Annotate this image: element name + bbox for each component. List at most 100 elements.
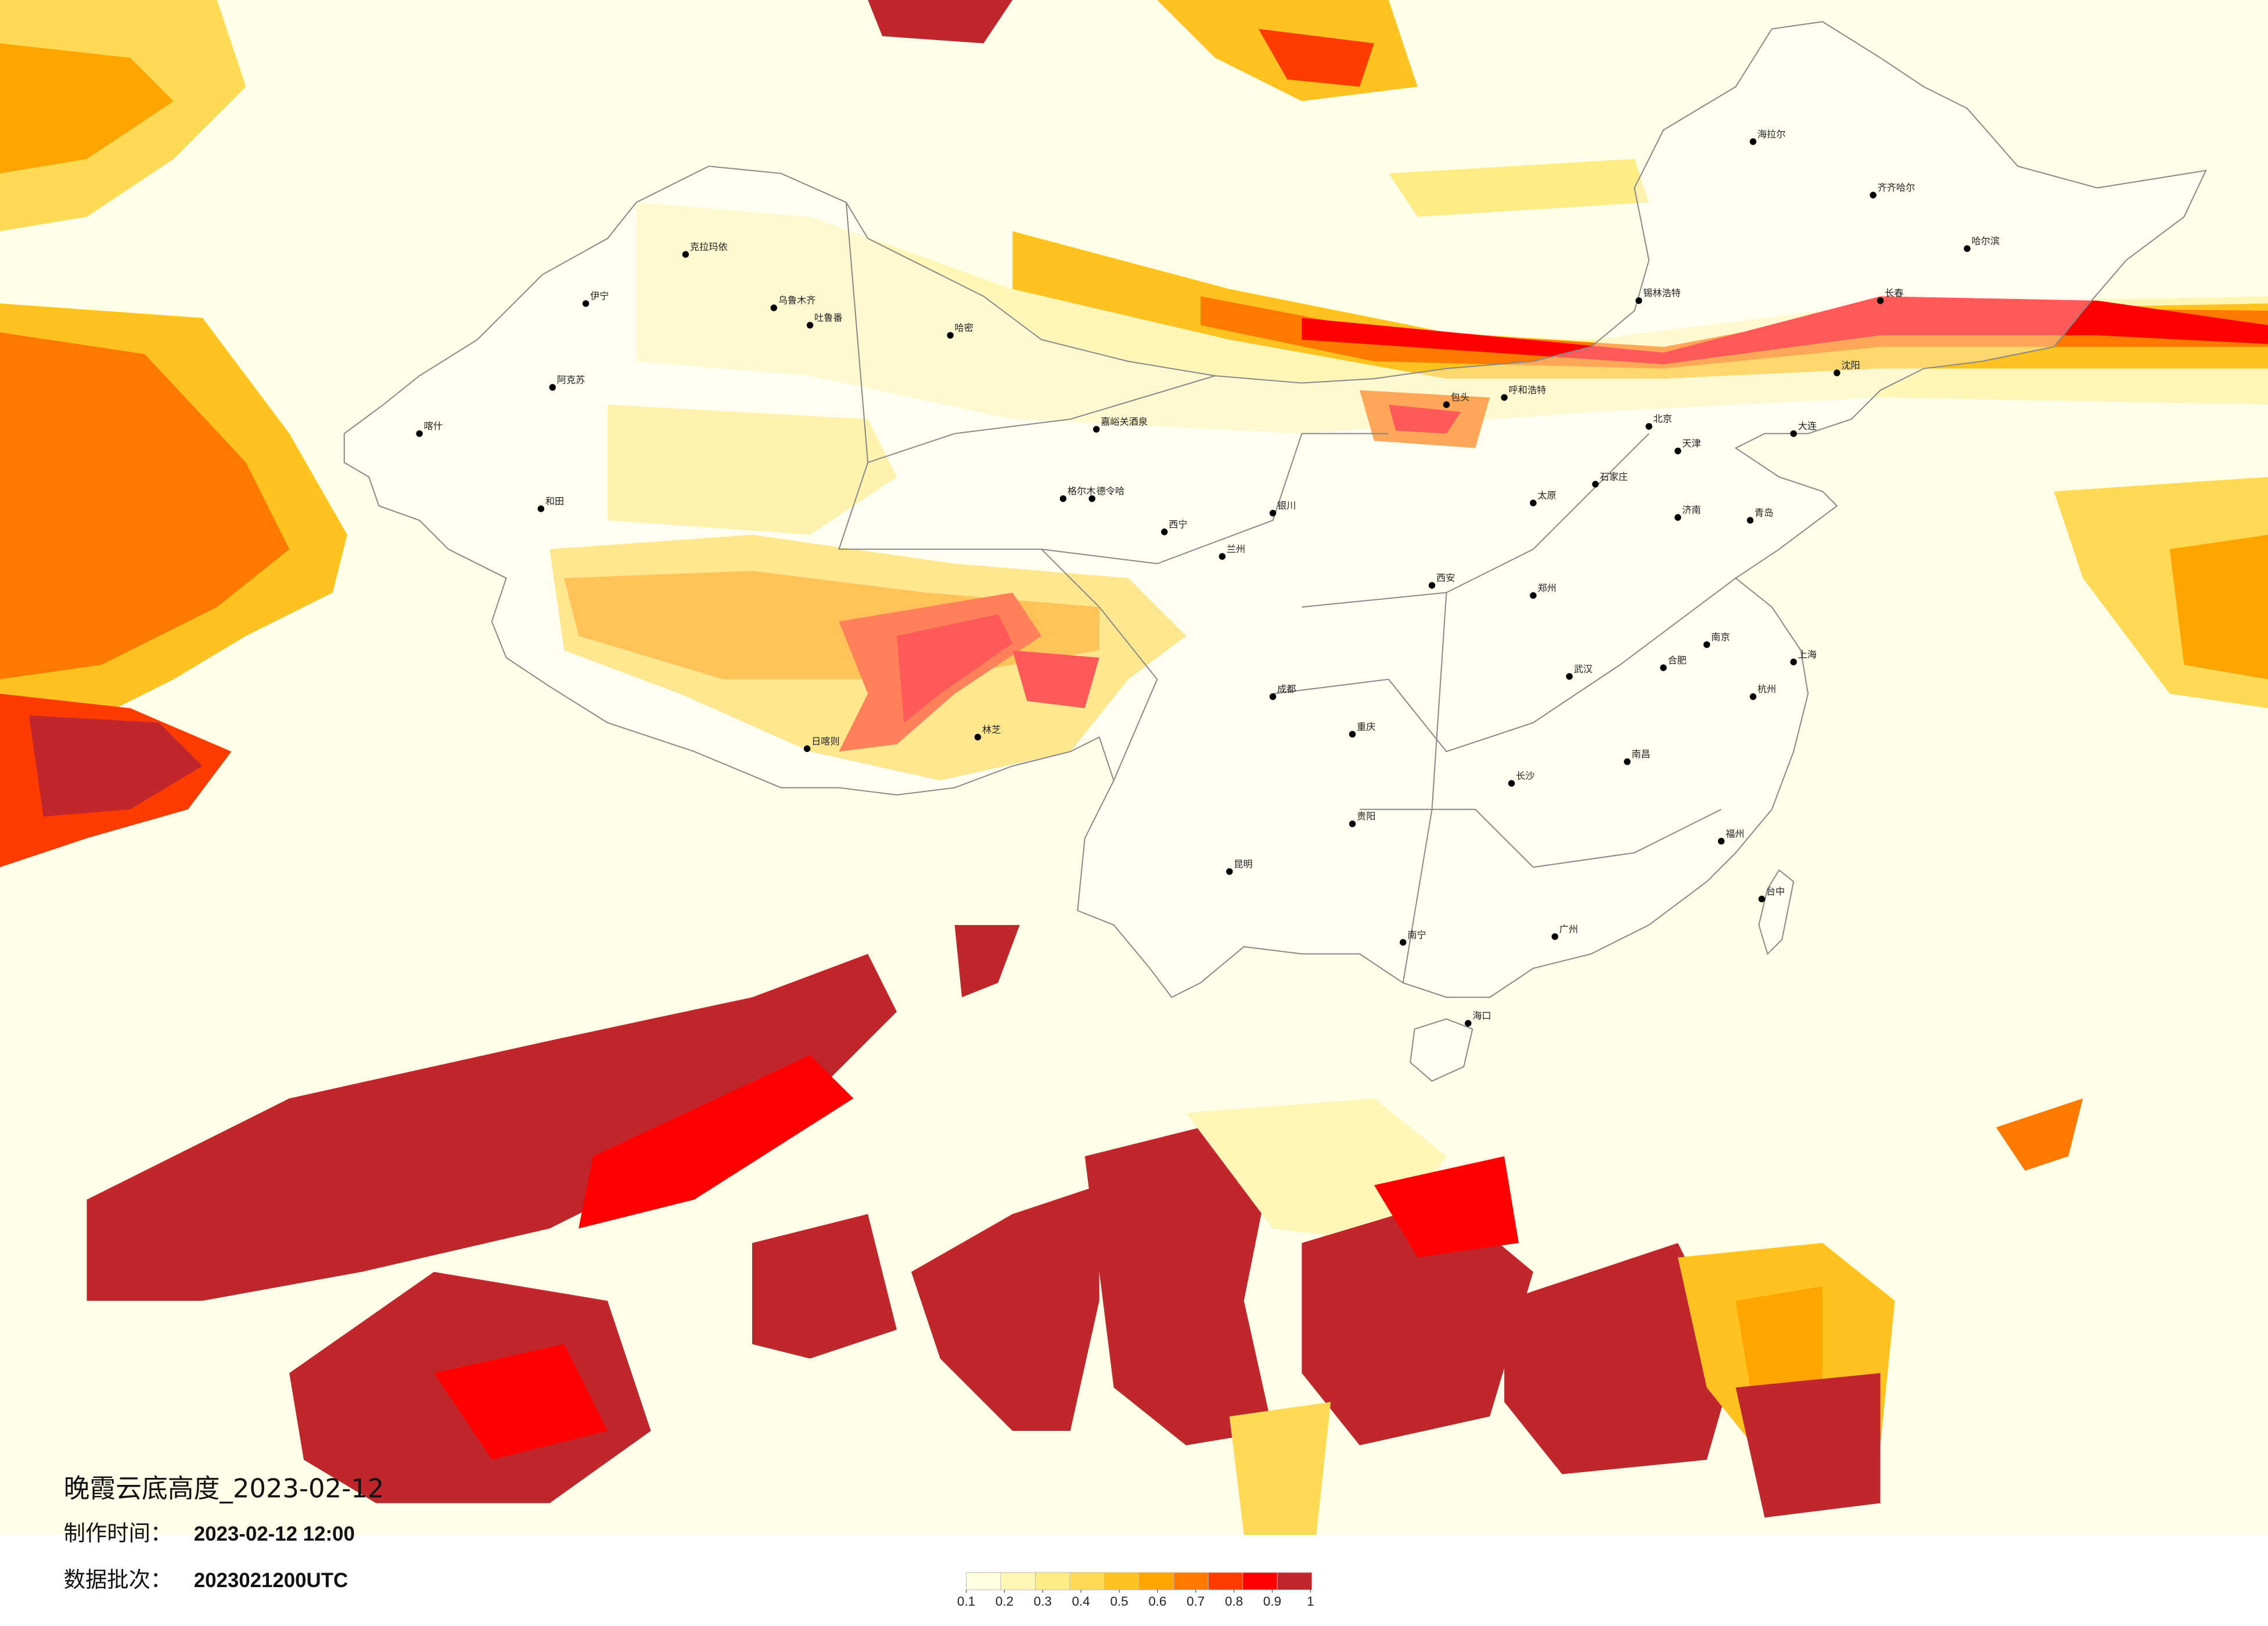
data-batch-value: 2023021200UTC: [194, 1569, 348, 1592]
city-label: 德令哈: [1097, 485, 1125, 497]
field-patch: [954, 924, 1020, 998]
field-patch: [1388, 404, 1461, 434]
colorbar-tick-label: 0.3: [1034, 1594, 1052, 1609]
city-label: 格尔木: [1067, 485, 1096, 497]
city-dot: [1660, 664, 1667, 671]
city-dot: [1645, 423, 1652, 430]
colorbar-swatch: [966, 1572, 1001, 1591]
city-label: 南京: [1711, 632, 1730, 643]
field-patch: [1186, 1098, 1447, 1243]
city-label: 上海: [1798, 649, 1817, 660]
city-label: 林芝: [982, 724, 1001, 735]
city-label: 郑州: [1537, 582, 1556, 593]
city-dot: [682, 251, 689, 258]
city-dot: [1161, 528, 1168, 535]
caption: 晚霞云底高度_2023-02-12 制作时间： 2023-02-12 12:00…: [64, 1473, 384, 1592]
city-dot: [947, 332, 954, 339]
field-patch: [897, 614, 1013, 723]
city-label: 阿克苏: [557, 375, 585, 386]
city-label: 长沙: [1516, 771, 1534, 782]
field-patch: [0, 43, 174, 174]
city-label: 哈尔滨: [1971, 236, 2000, 247]
city-dot: [1551, 933, 1558, 940]
city-dot: [1749, 138, 1757, 145]
field-patch: [434, 1344, 608, 1460]
city-dot: [1428, 582, 1436, 589]
city-label: 南昌: [1631, 749, 1650, 760]
colorbar-swatch: [1035, 1572, 1070, 1591]
city-label: 日喀则: [811, 736, 840, 747]
colorbar-tick-label: 0.8: [1225, 1594, 1243, 1609]
city-label: 青岛: [1755, 508, 1773, 519]
colorbar-swatch: [1069, 1572, 1105, 1591]
city-dot: [1717, 837, 1725, 845]
colorbar-swatch: [1242, 1572, 1278, 1591]
city-label: 齐齐哈尔: [1878, 182, 1915, 193]
city-dot: [1349, 731, 1356, 738]
city-dot: [803, 745, 811, 752]
country-border: [343, 21, 2207, 998]
city-dot: [1088, 495, 1096, 502]
city-dot: [1758, 895, 1766, 902]
field-patch: [87, 954, 897, 1301]
city-label: 重庆: [1357, 721, 1375, 732]
colorbar-swatch: [1277, 1572, 1313, 1591]
production-time-value: 2023-02-12 12:00: [194, 1523, 355, 1545]
map-title: 晚霞云底高度_2023-02-12: [64, 1473, 384, 1504]
colorbar-swatch: [1000, 1572, 1036, 1591]
city-label: 海口: [1472, 1010, 1491, 1021]
city-dot: [1349, 820, 1356, 828]
colorbar-tick-label: 0.7: [1187, 1594, 1205, 1609]
field-patch: [1996, 1098, 2083, 1171]
city-label: 石家庄: [1600, 471, 1628, 482]
city-dot: [1226, 868, 1233, 875]
city-dot: [1059, 495, 1067, 502]
city-label: 台中: [1766, 886, 1785, 897]
field-patch: [1374, 1156, 1519, 1258]
field-patch: [28, 715, 203, 817]
colorbar-tick-label: 0.6: [1148, 1594, 1166, 1609]
city-label: 昆明: [1234, 858, 1252, 869]
city-dot: [1790, 659, 1797, 665]
city-label: 贵阳: [1357, 811, 1375, 822]
city-dot: [1508, 780, 1515, 787]
city-label: 呼和浩特: [1509, 384, 1547, 395]
city-label: 哈密: [955, 322, 973, 333]
field-patch: [1229, 1402, 1331, 1535]
field-patch: [911, 1185, 1099, 1431]
city-label: 西宁: [1169, 519, 1187, 530]
city-label: 成都: [1277, 684, 1296, 695]
city-dot: [1465, 1020, 1472, 1027]
colorbar-tick-label: 0.2: [995, 1594, 1013, 1609]
field-patch: [578, 1055, 854, 1229]
city-dot: [1443, 401, 1450, 408]
city-label: 广州: [1559, 923, 1578, 934]
city-label: 喀什: [424, 420, 443, 431]
field-patch: [1302, 1199, 1533, 1445]
city-label: 北京: [1654, 413, 1672, 425]
field-patch: [1735, 1373, 1881, 1518]
city-label: 嘉峪关酒泉: [1101, 416, 1148, 427]
city-label: 锡林浩特: [1643, 287, 1681, 298]
city-dot: [1530, 499, 1537, 506]
island-border: [1410, 1018, 1473, 1082]
city-label: 克拉玛依: [690, 242, 728, 253]
city-label: 海拉尔: [1757, 128, 1786, 139]
city-dot: [549, 384, 556, 391]
colorbar-swatch: [1207, 1572, 1243, 1591]
city-label: 武汉: [1574, 663, 1593, 674]
city-dot: [1566, 673, 1573, 680]
city-dot: [770, 304, 778, 311]
data-batch-label: 数据批次：: [64, 1567, 172, 1592]
city-label: 天津: [1682, 438, 1701, 449]
colorbar-swatch: [1138, 1572, 1174, 1591]
city-label: 吐鲁番: [814, 312, 843, 323]
field-patch: [0, 332, 290, 679]
colorbar-swatch: [1104, 1572, 1140, 1591]
field-patch: [868, 0, 1013, 44]
colorbar: 0.1 0.2 0.3 0.4 0.5 0.6 0.7 0.8 0.9 1: [957, 1572, 1314, 1609]
city-label: 济南: [1682, 505, 1701, 516]
boundaries: [343, 21, 2207, 1082]
production-time-label: 制作时间：: [64, 1520, 172, 1546]
